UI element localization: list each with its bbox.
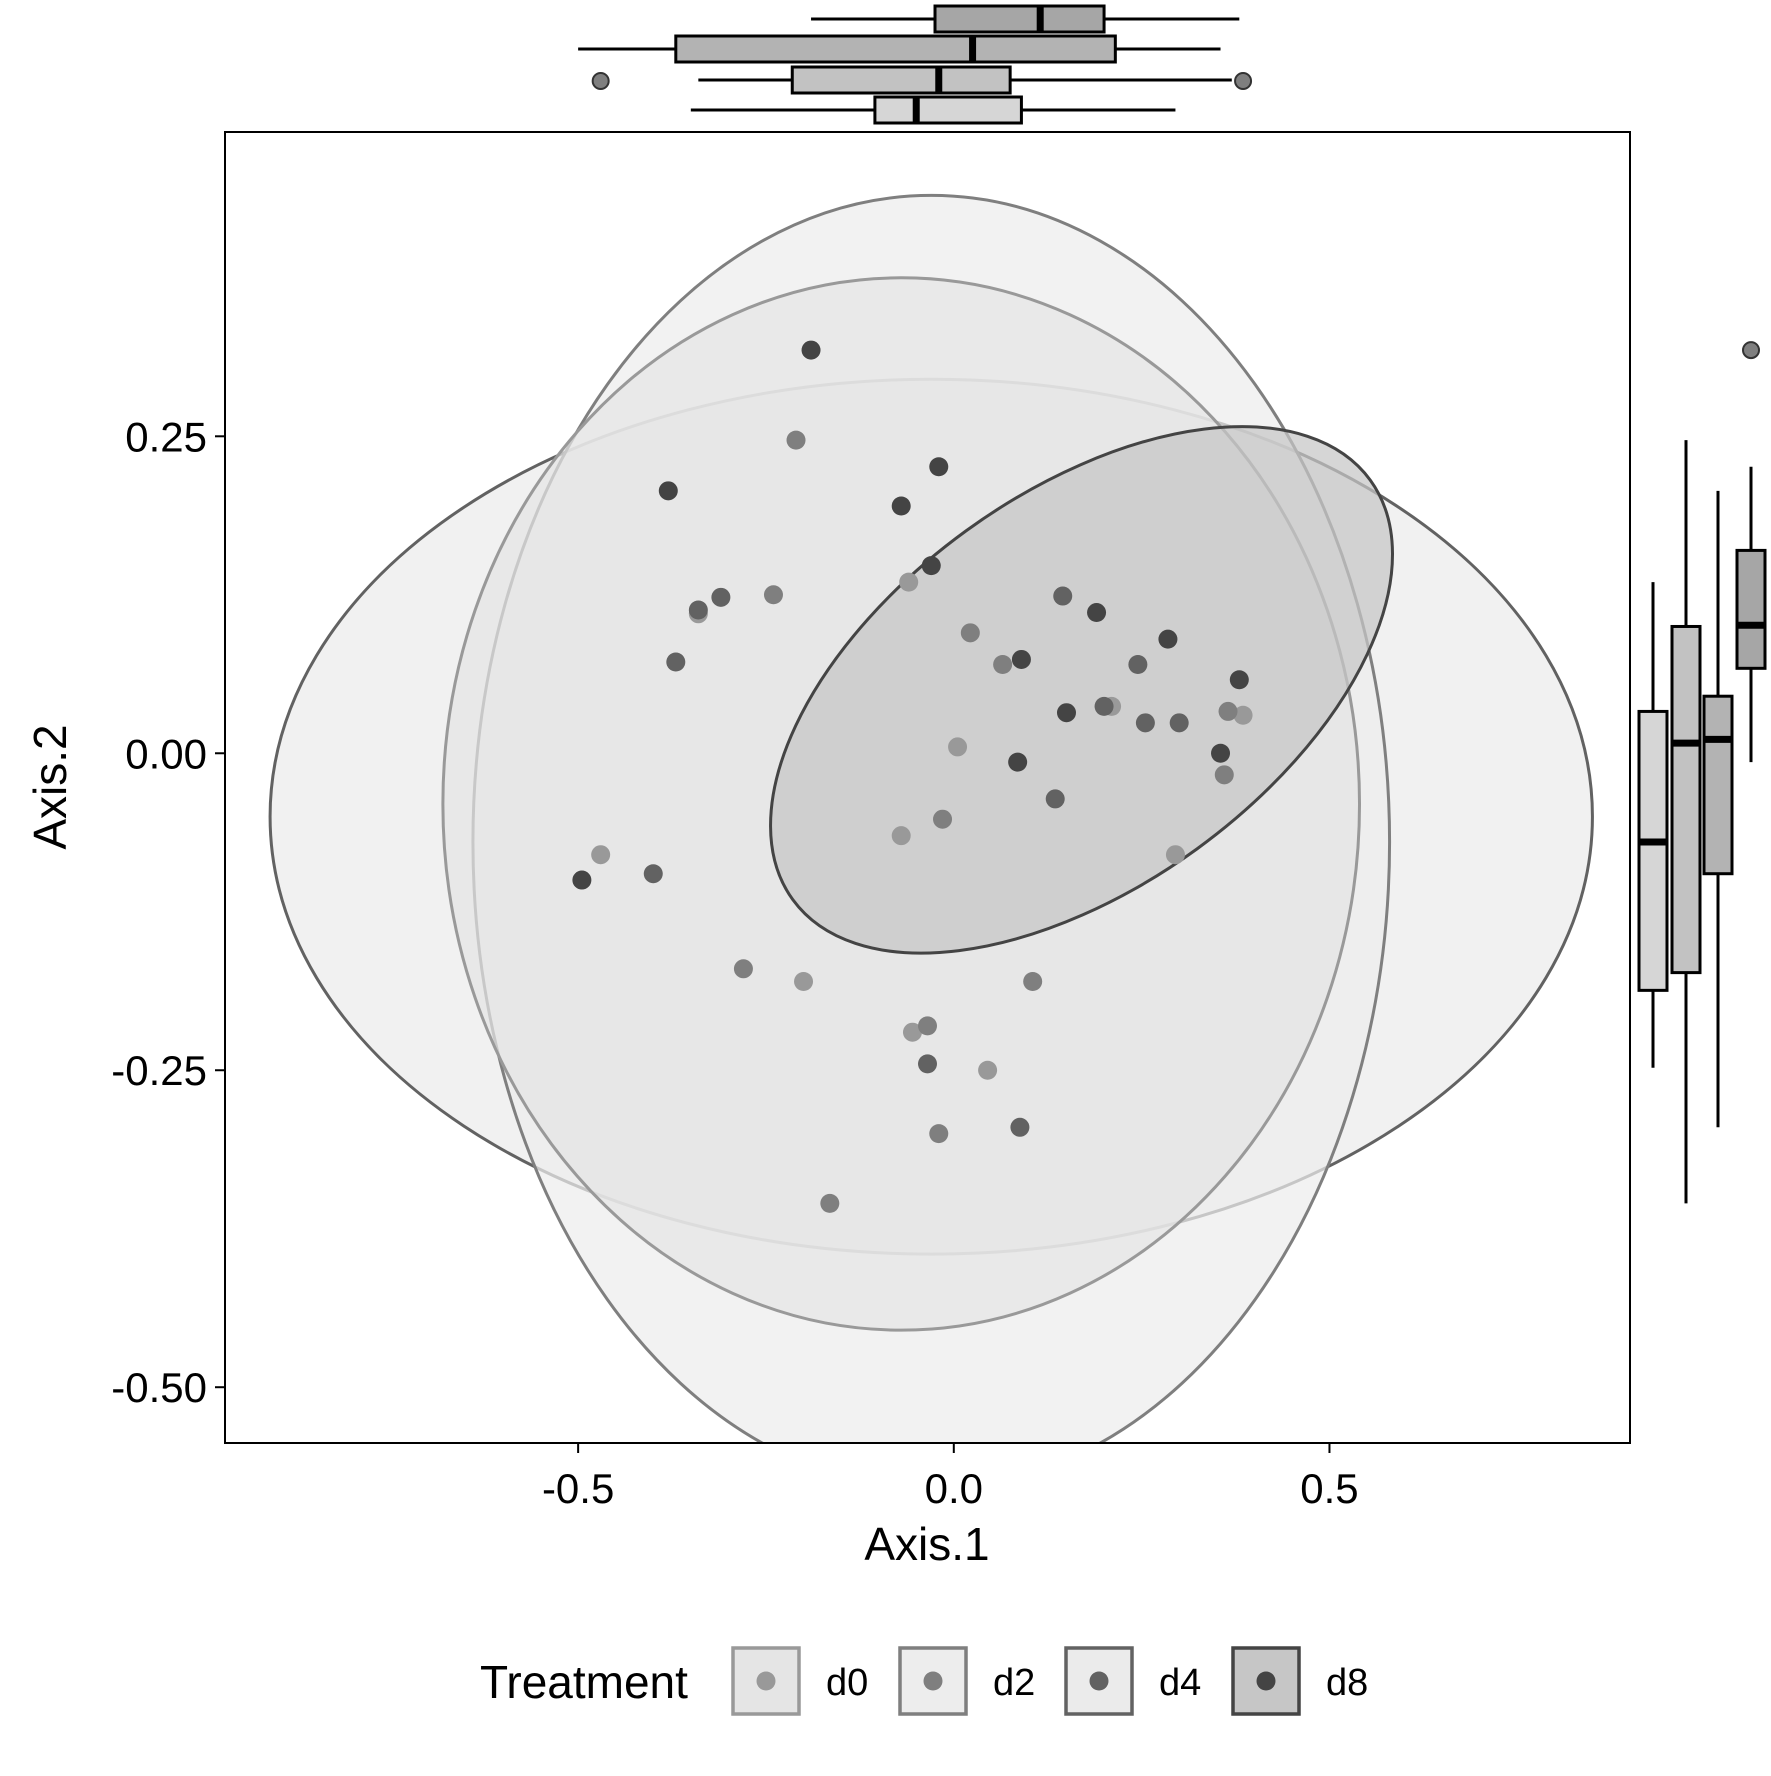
- x-tick-label-0: -0.5: [542, 1465, 614, 1512]
- y-axis: 0.25 0.00 -0.25 -0.50: [111, 413, 225, 1411]
- point-d0-2: [794, 971, 814, 991]
- axis1-box-d2: [790, 65, 1012, 95]
- point-d0-9: [1233, 705, 1253, 725]
- x-axis-title: Axis.1: [864, 1518, 989, 1570]
- point-d2-11: [1214, 765, 1234, 785]
- x-tick-label-1: 0.0: [925, 1465, 983, 1512]
- ellipse-d8: [769, 425, 1395, 955]
- point-d2-8: [993, 655, 1013, 675]
- point-d8-10: [1229, 670, 1249, 690]
- legend-label-d0: d0: [826, 1662, 868, 1704]
- axis1-outlier-d2-1: [1234, 72, 1253, 90]
- axis1-marginal-boxplots: [578, 4, 1253, 125]
- point-d0-8: [1165, 845, 1185, 865]
- point-d4-10: [1135, 713, 1155, 733]
- axis2-marginal-boxplots: [1637, 341, 1767, 1204]
- point-d4-8: [1094, 696, 1114, 716]
- point-d2-5: [918, 1016, 937, 1036]
- y-tick-label-1: 0.00: [125, 730, 207, 777]
- y-axis-title: Axis.2: [24, 724, 76, 849]
- point-d4-5: [1010, 1117, 1030, 1137]
- confidence-ellipses: [268, 194, 1594, 1443]
- point-d8-9: [1158, 629, 1178, 649]
- point-d4-2: [666, 652, 686, 672]
- axis2-outlier-d8-0: [1742, 341, 1760, 360]
- y-tick-label-0: 0.25: [125, 413, 207, 460]
- legend-key-dot-d0: [756, 1671, 776, 1691]
- point-d0-3: [891, 826, 911, 846]
- point-d8-2: [572, 870, 592, 890]
- point-d4-4: [918, 1054, 937, 1074]
- point-d2-3: [820, 1193, 840, 1213]
- point-d2-10: [1218, 701, 1238, 721]
- point-d8-5: [921, 556, 941, 576]
- scatter-points: [572, 340, 1253, 1213]
- axis2-box-d2: [1670, 624, 1702, 975]
- legend-key-dot-d8: [1256, 1671, 1276, 1691]
- legend-title: Treatment: [480, 1656, 688, 1708]
- point-d0-5: [899, 572, 919, 592]
- legend-key-dot-d4: [1089, 1671, 1109, 1691]
- point-d8-7: [1011, 649, 1031, 669]
- axis2-box-d4: [1702, 694, 1734, 876]
- point-d2-7: [960, 623, 980, 643]
- point-d8-11: [1211, 743, 1231, 763]
- point-d4-1: [711, 587, 731, 607]
- panel-border: [224, 131, 1631, 1444]
- axis1-box-d4: [674, 34, 1117, 64]
- point-d2-4: [929, 1124, 949, 1144]
- point-d8-12: [1056, 703, 1076, 723]
- legend-label-d4: d4: [1159, 1662, 1201, 1704]
- axis1-box-d8: [933, 4, 1106, 34]
- axis2-box-d0: [1637, 709, 1669, 992]
- point-d2-6: [933, 809, 953, 829]
- y-tick-label-3: -0.50: [111, 1364, 207, 1411]
- point-d4-0: [688, 600, 708, 620]
- legend: Treatment d0 d2 d4 d8: [480, 1646, 1368, 1716]
- point-d2-0: [786, 430, 806, 450]
- legend-items: d0 d2 d4 d8: [731, 1646, 1368, 1716]
- point-d8-3: [929, 457, 949, 477]
- point-d8-6: [1008, 752, 1028, 772]
- legend-key-dot-d2: [923, 1671, 943, 1691]
- point-d2-1: [763, 585, 783, 605]
- point-d0-4: [948, 737, 968, 757]
- point-d8-0: [801, 340, 821, 360]
- point-d8-8: [1087, 603, 1107, 623]
- point-d8-4: [891, 496, 911, 516]
- point-d0-6: [978, 1060, 998, 1080]
- point-d4-3: [643, 864, 663, 884]
- y-tick-label-2: -0.25: [111, 1047, 207, 1094]
- point-d4-6: [1045, 789, 1065, 809]
- point-d4-11: [1169, 713, 1189, 733]
- x-axis: -0.5 0.0 0.5: [542, 1443, 1359, 1512]
- axis2-box-d8: [1735, 548, 1767, 670]
- point-d0-1: [591, 845, 611, 865]
- point-d2-2: [733, 959, 753, 979]
- axis1-outlier-d2-0: [591, 72, 610, 90]
- plot-panel: [224, 131, 1631, 1444]
- legend-label-d2: d2: [993, 1662, 1035, 1704]
- point-d0-10: [902, 1022, 922, 1042]
- legend-label-d8: d8: [1326, 1662, 1368, 1704]
- point-d2-9: [1023, 971, 1043, 991]
- axis1-box-d0: [873, 95, 1023, 125]
- point-d8-1: [658, 481, 678, 501]
- point-d4-9: [1128, 655, 1148, 675]
- x-tick-label-2: 0.5: [1300, 1465, 1358, 1512]
- point-d4-7: [1053, 586, 1073, 606]
